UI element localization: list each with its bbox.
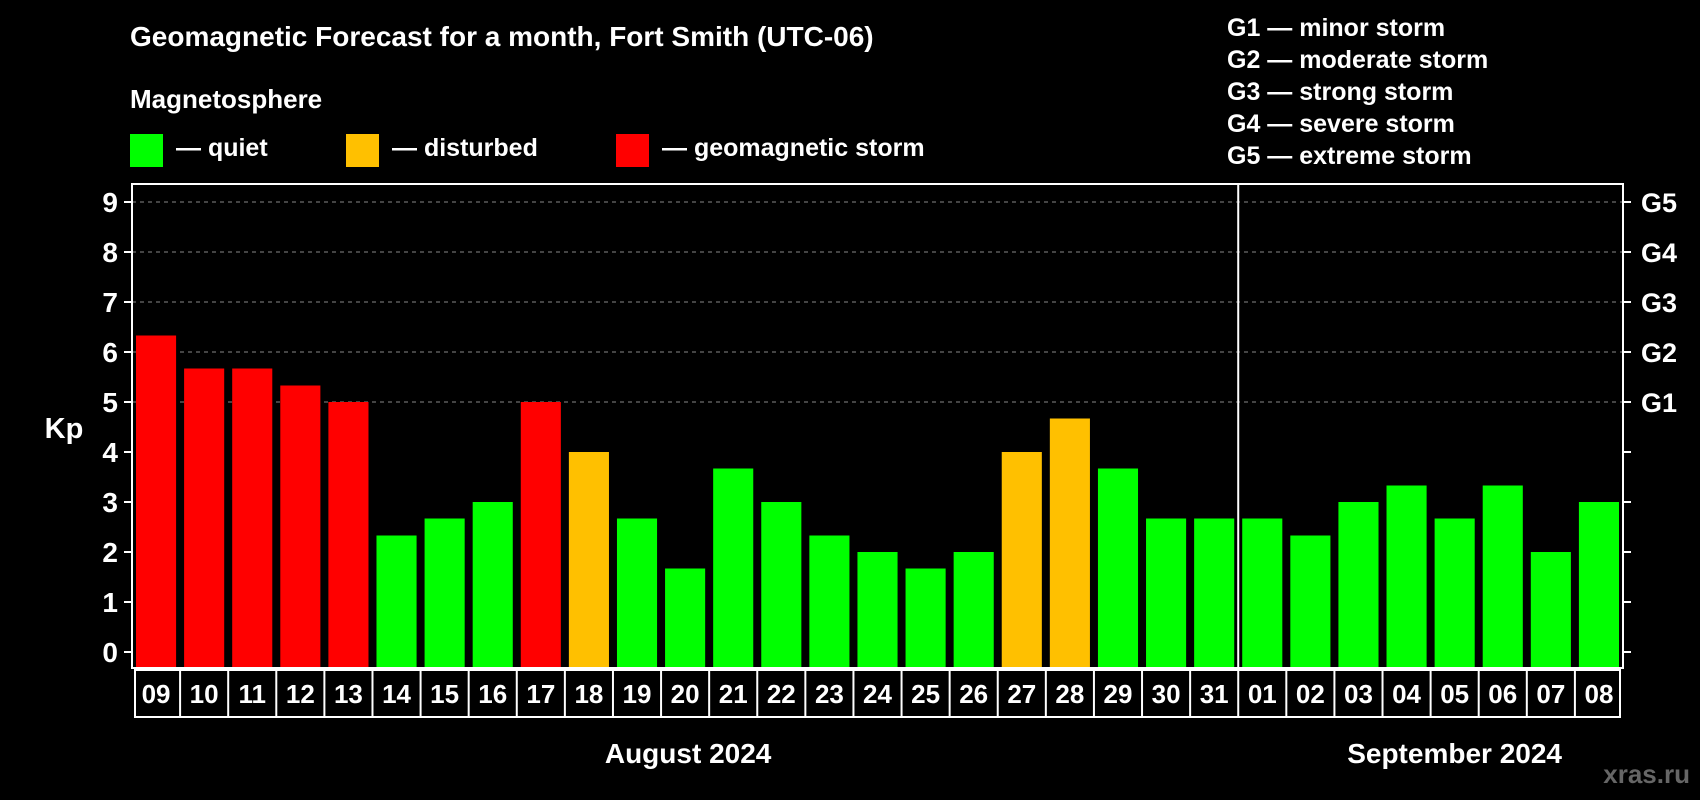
y-tick-label: 9 [102,187,118,218]
y-tick-label: 5 [102,387,118,418]
legend-title: Magnetosphere [130,84,323,114]
storm-scale-list: G1 — minor storm G2 — moderate storm G3 … [1227,12,1488,172]
x-tick-label: 28 [1055,679,1084,709]
x-tick-label: 05 [1440,679,1469,709]
legend-label-quiet: — quiet [176,134,268,162]
bar-29 [1097,468,1139,668]
y-tick-label: 1 [102,587,118,618]
y-tick-label: 2 [102,537,118,568]
x-tick-label: 30 [1152,679,1181,709]
y-tick-label: 8 [102,237,118,268]
x-tick-label: 12 [286,679,315,709]
bar-03 [1338,502,1379,668]
storm-scale-g3: G3 — strong storm [1227,78,1454,106]
chart-title: Geomagnetic Forecast for a month, Fort S… [130,21,874,52]
legend-label-disturbed: — disturbed [392,134,538,162]
y-tick-label: 0 [102,637,118,668]
storm-scale-g5: G5 — extreme storm [1227,142,1472,170]
x-tick-label: 20 [671,679,700,709]
g-level-label: G3 [1641,288,1677,318]
legend-swatch-quiet [130,134,163,167]
x-tick-label: 31 [1200,679,1229,709]
x-tick-label: 04 [1392,679,1421,709]
bar-14 [376,535,417,668]
bar-07 [1530,552,1571,668]
bar-04 [1386,485,1427,668]
watermark: xras.ru [1603,759,1690,789]
x-tick-label: 27 [1007,679,1036,709]
bar-01 [1242,518,1283,668]
legend-swatch-storm [616,134,649,167]
month-label-september: September 2024 [1347,738,1562,769]
bar-12 [280,385,321,668]
bar-24 [857,552,898,668]
x-tick-label: 03 [1344,679,1373,709]
x-tick-label: 13 [334,679,363,709]
x-tick-label: 08 [1584,679,1613,709]
bar-22 [761,502,802,668]
storm-scale-g2: G2 — moderate storm [1227,46,1489,74]
bar-02 [1290,535,1331,668]
bar-19 [616,518,658,668]
bar-08 [1578,502,1619,668]
x-tick-label: 07 [1536,679,1565,709]
g-level-label: G5 [1641,188,1677,218]
bar-25 [905,568,946,668]
bar-21 [713,468,754,668]
x-tick-label: 23 [815,679,844,709]
x-tick-label: 24 [863,679,892,709]
month-label-august: August 2024 [605,738,772,769]
x-tick-label: 16 [478,679,507,709]
bar-23 [809,535,850,668]
x-tick-label: 01 [1248,679,1277,709]
bar-06 [1482,485,1523,668]
storm-scale-g1: G1 — minor storm [1227,14,1446,42]
x-tick-label: 06 [1488,679,1517,709]
bar-13 [328,402,369,668]
x-tick-label: 29 [1104,679,1133,709]
bar-20 [665,568,706,668]
bar-05 [1434,518,1475,668]
x-tick-label: 11 [238,679,266,709]
bar-17 [520,402,561,668]
legend-swatch-disturbed [346,134,379,167]
bar-28 [1049,418,1090,668]
x-tick-label: 26 [959,679,988,709]
bar-31 [1194,518,1235,668]
storm-scale-g4: G4 — severe storm [1227,110,1455,138]
bar-11 [232,368,273,668]
y-tick-label: 7 [102,287,118,318]
y-tick-label: 3 [102,487,118,518]
legend-label-storm: — geomagnetic storm [662,134,925,162]
g-level-label: G4 [1641,238,1677,268]
x-tick-label: 22 [767,679,796,709]
x-tick-label: 17 [526,679,555,709]
y-tick-label: 6 [102,337,118,368]
x-tick-label: 10 [190,679,219,709]
bar-18 [568,452,609,668]
x-tick-label: 09 [142,679,171,709]
x-tick-label: 02 [1296,679,1325,709]
x-tick-label: 19 [623,679,652,709]
bar-27 [1001,452,1042,668]
g-level-label: G1 [1641,388,1677,418]
bar-26 [953,552,994,668]
g-level-label: G2 [1641,338,1677,368]
x-tick-label: 21 [719,679,748,709]
date-row [134,669,1621,718]
bar-10 [184,368,225,668]
bar-15 [424,518,465,668]
plot-frame [131,183,1624,669]
x-tick-label: 14 [382,679,411,709]
bar-16 [472,502,513,668]
bar-30 [1146,518,1187,668]
x-tick-label: 15 [430,679,459,709]
y-tick-label: 4 [102,437,118,468]
y-axis-label: Kp [45,413,84,445]
x-tick-label: 18 [574,679,603,709]
x-tick-label: 25 [911,679,940,709]
bar-09 [136,335,177,668]
